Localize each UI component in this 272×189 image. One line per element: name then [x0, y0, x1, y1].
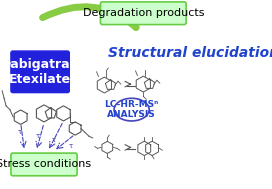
- Ellipse shape: [114, 98, 149, 121]
- FancyArrowPatch shape: [43, 7, 136, 27]
- Text: τ: τ: [36, 133, 40, 139]
- Text: LC-HR-MSⁿ
ANALYSIS: LC-HR-MSⁿ ANALYSIS: [104, 100, 159, 119]
- Text: τ: τ: [52, 137, 56, 143]
- FancyBboxPatch shape: [11, 153, 77, 176]
- FancyBboxPatch shape: [11, 51, 69, 93]
- FancyBboxPatch shape: [100, 2, 186, 25]
- Text: Dabigatran
Etexilate: Dabigatran Etexilate: [1, 58, 79, 86]
- Text: Degradation products: Degradation products: [82, 8, 204, 18]
- Text: τ: τ: [69, 143, 73, 149]
- Text: Stress conditions: Stress conditions: [0, 160, 92, 169]
- Text: Structural elucidation: Structural elucidation: [108, 46, 272, 60]
- Text: τ: τ: [18, 129, 22, 135]
